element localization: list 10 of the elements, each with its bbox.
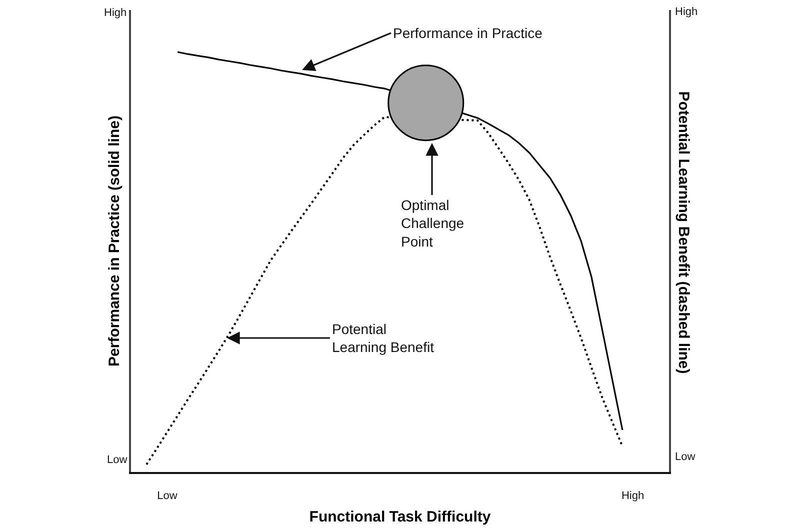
annotation: Potential Learning Benefit — [332, 321, 434, 356]
text: High — [675, 6, 698, 18]
y2-axis-title: Potential Learning Benefit (dashed line) — [675, 91, 692, 374]
text: Low — [107, 454, 128, 466]
text: Performance in Practice — [393, 25, 543, 41]
text: Low — [675, 451, 696, 463]
annotation: Optimal Challenge Point — [401, 197, 464, 250]
x-axis-title: Functional Task Difficulty — [309, 508, 492, 526]
text: High — [104, 7, 127, 19]
y-axis-title: Performance in Practice (solid line) — [106, 116, 123, 366]
